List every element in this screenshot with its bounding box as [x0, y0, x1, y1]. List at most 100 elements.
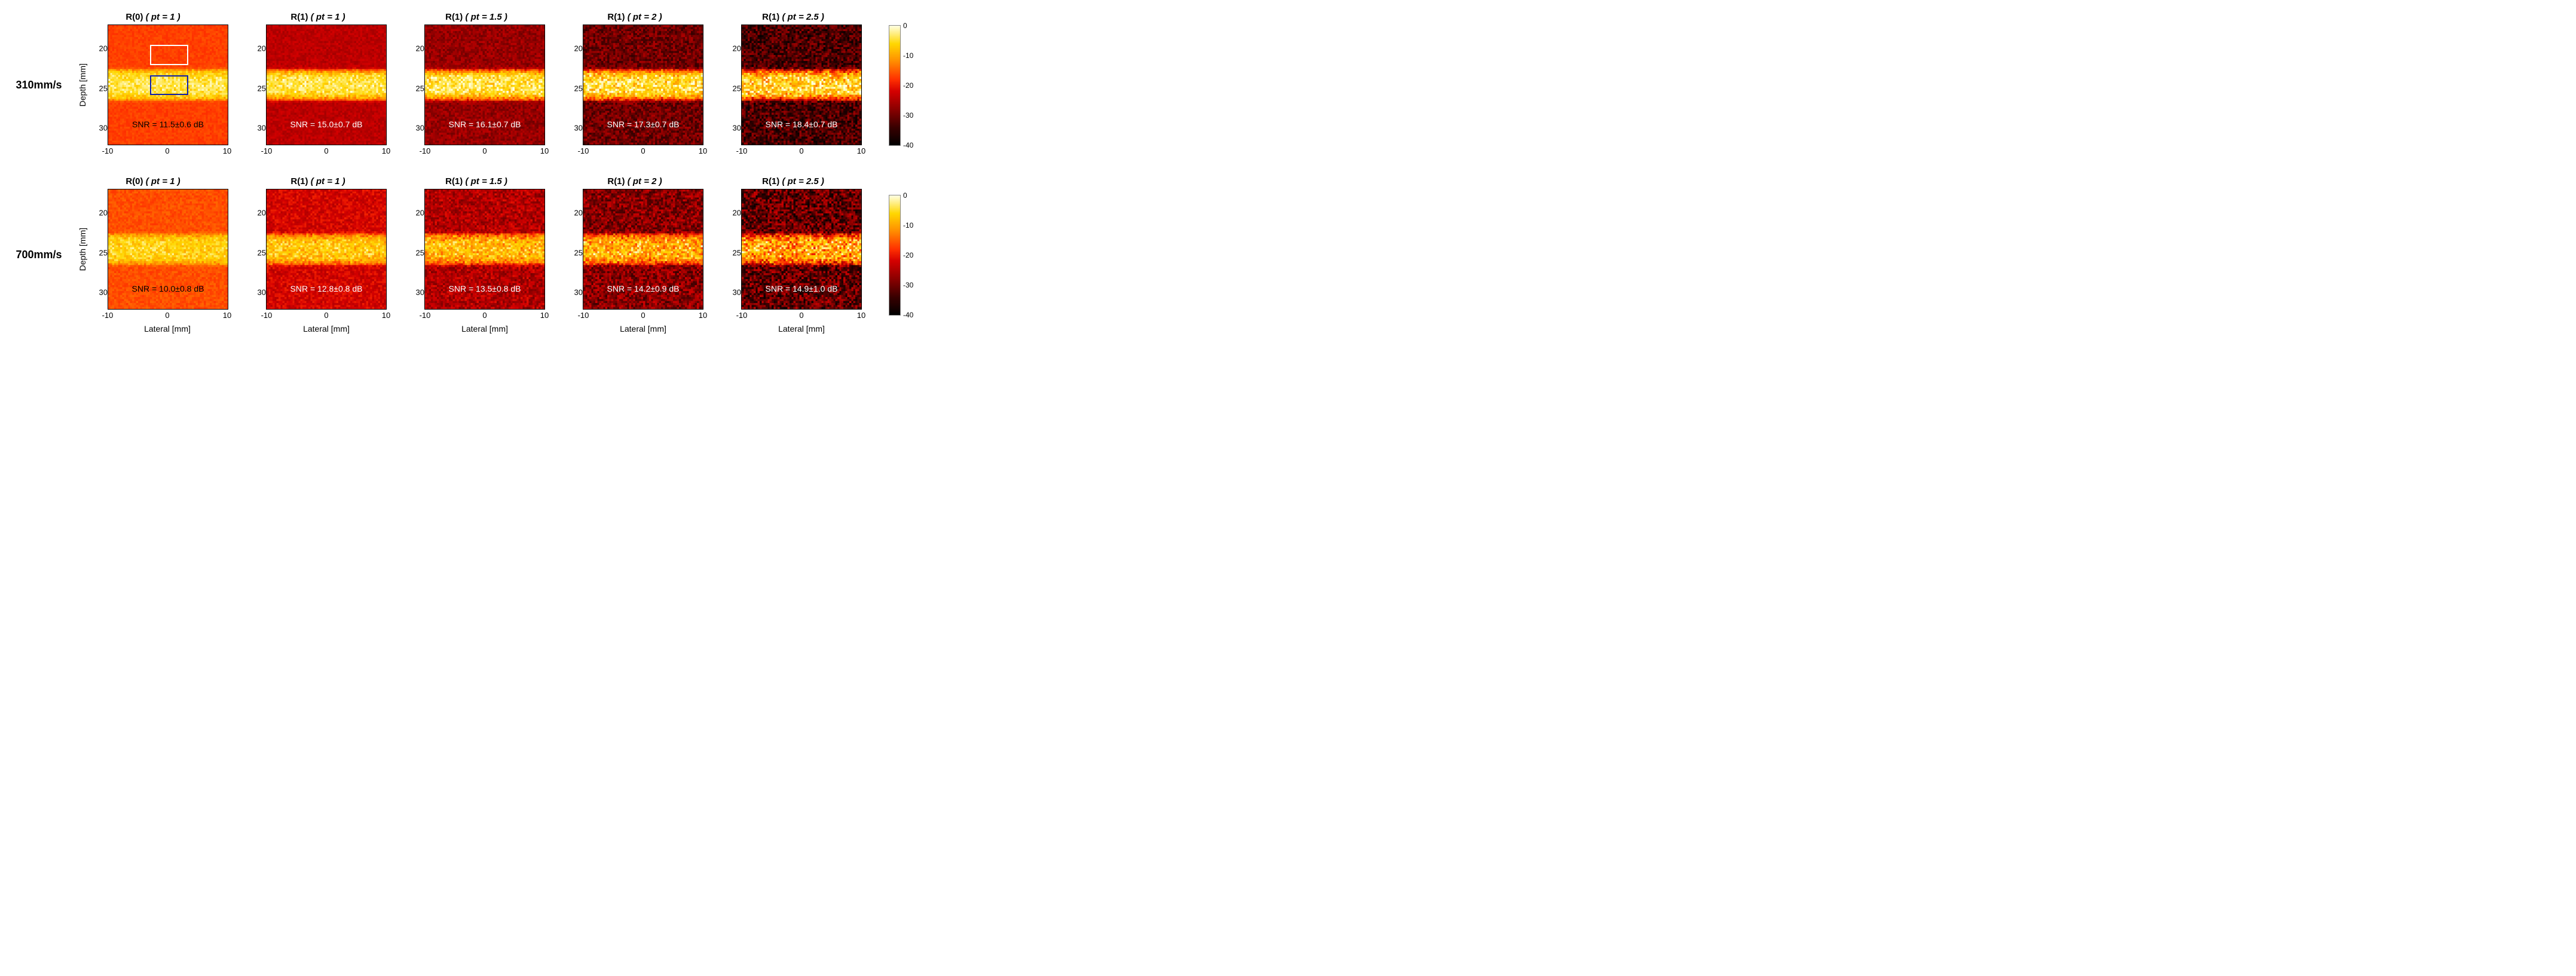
heatmap-panel: R(0) ( pt = 1 )Depth [mm]202530SNR = 10.… [78, 176, 228, 334]
y-tick: 30 [416, 288, 424, 297]
colorbar-tick: -30 [903, 111, 913, 120]
panel-title-pt: ( pt = 2.5 ) [782, 12, 824, 22]
y-tick: 25 [258, 84, 266, 93]
plot-box: SNR = 18.4±0.7 dB [741, 25, 862, 145]
roi-box [150, 45, 188, 65]
panels-container: R(0) ( pt = 1 )Depth [mm]202530SNR = 10.… [78, 176, 921, 334]
x-axis-ticks: -10010 [583, 146, 703, 158]
heatmap-panel: R(1) ( pt = 2 )202530SNR = 17.3±0.7 dB-1… [566, 12, 703, 158]
plot-area: 202530SNR = 18.4±0.7 dB [724, 25, 862, 145]
y-tick: 30 [574, 288, 583, 297]
y-axis-ticks: 202530 [566, 189, 583, 308]
panel-title: R(1) ( pt = 1 ) [290, 176, 345, 186]
y-tick: 20 [258, 44, 266, 53]
snr-text: SNR = 16.1±0.7 dB [449, 120, 521, 129]
colorbar-tick: 0 [903, 22, 907, 30]
y-axis-label: Depth [mm] [78, 63, 87, 106]
heatmap-panel: R(1) ( pt = 1 )202530SNR = 15.0±0.7 dB-1… [249, 12, 387, 158]
panel-title: R(1) ( pt = 2 ) [607, 176, 662, 186]
panel-title: R(1) ( pt = 2 ) [607, 12, 662, 22]
colorbar: 0-10-20-30-40 [889, 12, 921, 158]
plot-area: 202530SNR = 13.5±0.8 dB [408, 189, 545, 310]
x-tick: 10 [540, 311, 549, 320]
colorbar-ticks: 0-10-20-30-40 [903, 26, 921, 145]
panel-title-pt: ( pt = 1.5 ) [465, 176, 507, 186]
plot-area: 202530SNR = 15.0±0.7 dB [249, 25, 387, 145]
plot-box: SNR = 12.8±0.8 dB [266, 189, 387, 310]
x-tick: 0 [482, 146, 487, 155]
heatmap-panel: R(1) ( pt = 2.5 ) 202530SNR = 18.4±0.7 dB… [724, 12, 862, 158]
plot-box: SNR = 11.5±0.6 dB [108, 25, 228, 145]
colorbar-ticks: 0-10-20-30-40 [903, 195, 921, 315]
x-tick: 0 [324, 311, 328, 320]
panel-title-pt: ( pt = 2.5 ) [782, 176, 824, 186]
x-tick: -10 [261, 146, 273, 155]
y-axis-ticks: 202530 [249, 189, 266, 308]
x-axis-ticks: -10010 [108, 311, 227, 323]
x-tick: -10 [736, 146, 748, 155]
x-tick: 0 [641, 311, 645, 320]
x-axis-ticks: -10010 [425, 146, 544, 158]
snr-text: SNR = 14.9±1.0 dB [766, 284, 838, 293]
y-tick: 30 [99, 124, 108, 133]
colorbar-tick: -10 [903, 221, 913, 230]
plot-box: SNR = 16.1±0.7 dB [424, 25, 545, 145]
panel-title-pt: ( pt = 2 ) [628, 176, 662, 186]
y-tick: 30 [416, 124, 424, 133]
y-axis-label: Depth [mm] [78, 228, 87, 271]
x-tick: 0 [165, 146, 169, 155]
y-axis-ticks: 202530 [91, 189, 108, 308]
panel-title-pt: ( pt = 1 ) [311, 12, 345, 22]
heatmap-panel: R(1) ( pt = 1.5 )202530SNR = 16.1±0.7 dB… [408, 12, 545, 158]
snr-text: SNR = 12.8±0.8 dB [290, 284, 363, 293]
panel-title-r: R(0) [126, 176, 143, 186]
heatmap-panel: R(1) ( pt = 2 )202530SNR = 14.2±0.9 dB-1… [566, 176, 703, 334]
panel-title-r: R(0) [126, 12, 143, 22]
panel-title-r: R(1) [290, 12, 308, 22]
panel-title-r: R(1) [762, 12, 779, 22]
figure-grid: 310mm/sR(0) ( pt = 1 )Depth [mm]202530SN… [12, 12, 2564, 334]
x-tick: 10 [540, 146, 549, 155]
y-tick: 25 [733, 248, 741, 257]
heatmap-panel: R(1) ( pt = 1.5 )202530SNR = 13.5±0.8 dB… [408, 176, 545, 334]
y-tick: 25 [416, 248, 424, 257]
x-tick: 0 [165, 311, 169, 320]
x-tick: 0 [799, 146, 803, 155]
x-tick: 10 [699, 146, 707, 155]
x-tick: -10 [102, 311, 114, 320]
panel-title: R(1) ( pt = 1 ) [290, 12, 345, 22]
x-tick: 0 [799, 311, 803, 320]
x-axis-ticks: -10010 [583, 311, 703, 323]
x-axis-label: Lateral [mm] [267, 324, 386, 334]
y-tick: 20 [258, 209, 266, 218]
panel-title-r: R(1) [445, 176, 463, 186]
colorbar-tick: -40 [903, 311, 913, 319]
y-tick: 30 [258, 288, 266, 297]
x-tick: 10 [382, 311, 390, 320]
panel-title: R(0) ( pt = 1 ) [126, 176, 180, 186]
colorbar-tick: 0 [903, 191, 907, 200]
x-axis-ticks: -10010 [425, 311, 544, 323]
roi-box [150, 75, 188, 95]
panel-title-r: R(1) [607, 176, 625, 186]
snr-text: SNR = 18.4±0.7 dB [766, 120, 838, 129]
panel-title-r: R(1) [762, 176, 779, 186]
x-tick: 10 [699, 311, 707, 320]
y-tick: 30 [258, 124, 266, 133]
y-tick: 20 [416, 209, 424, 218]
panel-title-r: R(1) [445, 12, 463, 22]
panels-container: R(0) ( pt = 1 )Depth [mm]202530SNR = 11.… [78, 12, 921, 158]
plot-area: 202530 SNR = 12.8±0.8 dB [249, 189, 387, 310]
x-tick: -10 [736, 311, 748, 320]
y-axis-ticks: 202530 [724, 189, 741, 308]
y-tick: 25 [416, 84, 424, 93]
x-tick: -10 [578, 311, 589, 320]
y-tick: 20 [733, 209, 741, 218]
figure-row: 310mm/sR(0) ( pt = 1 )Depth [mm]202530SN… [12, 12, 2564, 158]
y-tick: 25 [574, 84, 583, 93]
y-tick: 20 [99, 44, 108, 53]
row-speed-label: 310mm/s [12, 79, 66, 91]
x-tick: -10 [420, 311, 431, 320]
plot-box: SNR = 17.3±0.7 dB [583, 25, 703, 145]
plot-area: Depth [mm]202530SNR = 11.5±0.6 dB [78, 25, 228, 145]
